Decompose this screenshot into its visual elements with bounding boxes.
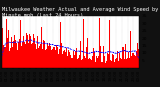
Text: Milwaukee Weather Actual and Average Wind Speed by Minute mph (Last 24 Hours): Milwaukee Weather Actual and Average Win… — [2, 7, 158, 18]
